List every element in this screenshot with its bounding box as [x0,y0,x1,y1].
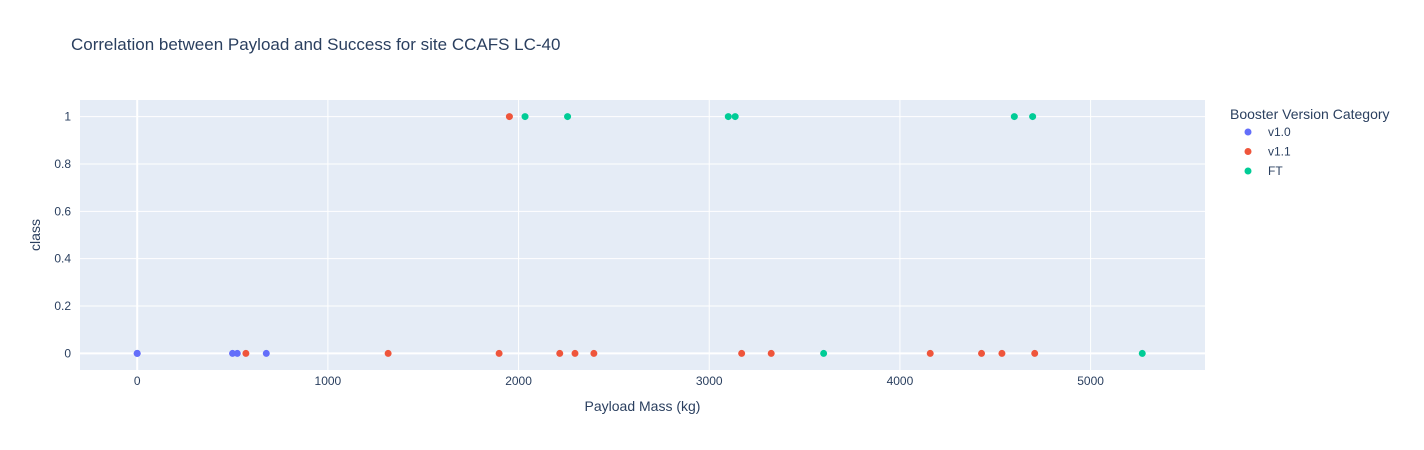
y-tick-label: 0.2 [54,299,71,313]
x-tick-label: 4000 [887,374,914,388]
data-point-v1-1[interactable] [738,349,746,357]
data-point-v1-1[interactable] [495,349,503,357]
data-point-v1-1[interactable] [978,349,986,357]
chart-title: Correlation between Payload and Success … [71,35,560,54]
data-point-v1-1[interactable] [1031,349,1039,357]
y-tick-label: 0.4 [54,252,71,266]
data-point-ft[interactable] [1138,349,1146,357]
scatter-points [133,113,1146,357]
y-tick-label: 0.8 [54,157,71,171]
legend-marker-v1-1[interactable] [1244,148,1252,155]
x-tick-label: 1000 [315,374,342,388]
data-point-v1-1[interactable] [590,349,598,357]
data-point-ft[interactable] [1010,113,1018,121]
data-point-ft[interactable] [724,113,732,121]
x-tick-label: 2000 [505,374,532,388]
plot-area [80,100,1205,370]
data-point-ft[interactable] [1029,113,1037,121]
x-tick-label: 5000 [1077,374,1104,388]
data-point-v1-0[interactable] [262,349,270,357]
legend-marker-ft[interactable] [1244,167,1252,175]
data-point-v1-1[interactable] [926,349,934,357]
data-point-ft[interactable] [521,113,529,121]
legend-title: Booster Version Category [1230,106,1390,122]
x-axis-title: Payload Mass (kg) [585,398,701,414]
y-axis-ticks: 0 0.2 0.4 0.6 0.8 1 [54,110,71,361]
y-tick-label: 0 [64,346,71,360]
data-point-v1-0[interactable] [233,349,241,357]
y-tick-label: 0.6 [54,204,71,218]
data-point-v1-1[interactable] [571,349,579,357]
y-axis-title: class [27,219,43,251]
legend-label-v1-0[interactable]: v1.0 [1268,125,1291,139]
data-point-v1-1[interactable] [556,349,564,357]
x-tick-label: 0 [134,374,141,388]
y-tick-label: 1 [64,110,71,124]
legend-label-ft[interactable]: FT [1268,164,1283,178]
legend-label-v1-1[interactable]: v1.1 [1268,145,1291,159]
data-point-v1-1[interactable] [242,349,250,357]
data-point-ft[interactable] [731,113,739,121]
data-point-v1-1[interactable] [767,349,775,357]
data-point-v1-0[interactable] [133,349,141,357]
legend: Booster Version Category v1.0 v1.1 FT [1230,106,1390,178]
legend-marker-v1-0[interactable] [1244,128,1252,136]
data-point-v1-1[interactable] [505,113,513,121]
data-point-v1-1[interactable] [384,349,392,357]
x-tick-label: 3000 [696,374,723,388]
data-point-v1-1[interactable] [998,349,1006,357]
x-axis-ticks: 0 1000 2000 3000 4000 5000 [134,374,1104,388]
data-point-ft[interactable] [564,113,572,121]
data-point-ft[interactable] [820,349,828,357]
